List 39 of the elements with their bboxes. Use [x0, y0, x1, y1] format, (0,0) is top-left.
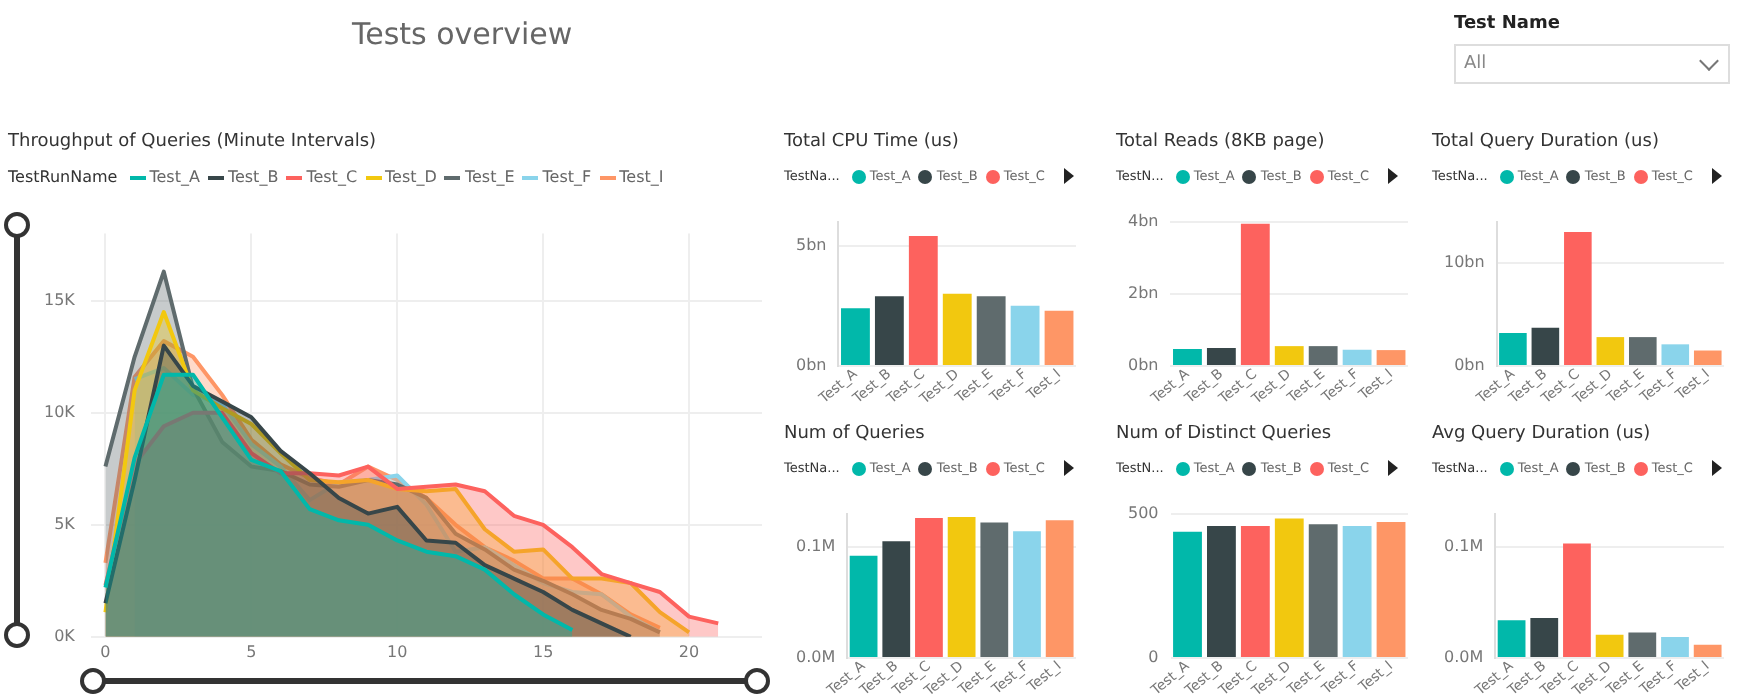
- chart-title: Num of Queries: [784, 424, 925, 444]
- x-tick-label: 0: [100, 642, 111, 661]
- x-tick-label: 15: [532, 642, 554, 661]
- legend-label: Test_F: [542, 168, 592, 186]
- text: Test Name: [1454, 14, 1560, 34]
- y-tick-label: 0.1M: [796, 537, 836, 556]
- legend-title: TestRunName: [8, 168, 118, 186]
- y-tick-label: 2bn: [1127, 283, 1159, 302]
- y-tick-label: 0bn: [795, 356, 827, 375]
- dropdown-field: All: [1454, 44, 1730, 84]
- x-tick-label: 20: [678, 642, 700, 661]
- y-tick-label: 4bn: [1127, 211, 1159, 230]
- y-tick-label: 0.0M: [796, 648, 836, 667]
- legend-label: Test_C: [306, 168, 358, 186]
- y-tick-label: 5bn: [795, 235, 827, 254]
- y-tick-label: 0.0M: [1444, 648, 1484, 667]
- y-tick-label: 0bn: [1127, 356, 1159, 375]
- y-tick-label: 0bn: [1454, 356, 1485, 375]
- legend-label: Test_I: [619, 168, 664, 186]
- x-tick-label: 10: [387, 642, 408, 661]
- y-tick-label: 10K: [43, 402, 77, 421]
- y-tick-label: 0K: [54, 626, 77, 645]
- chart-title: Throughput of Queries (Minute Intervals): [8, 132, 377, 152]
- legend-label: Test_A: [149, 168, 200, 186]
- chart-title: Total Query Duration (us): [1432, 132, 1659, 152]
- chart-title: Avg Query Duration (us): [1432, 424, 1651, 444]
- y-tick-label: 5K: [54, 514, 77, 533]
- chart-title: Num of Distinct Queries: [1116, 424, 1332, 444]
- chart-title: Total Reads (8KB page): [1116, 132, 1325, 152]
- y-tick-label: 0.1M: [1444, 537, 1484, 556]
- legend-label: Test_B: [227, 168, 279, 186]
- y-tick-label: 10bn: [1444, 253, 1485, 272]
- y-tick-label: 15K: [43, 290, 77, 309]
- legend-label: Test_E: [464, 168, 515, 186]
- x-tick-label: 5: [246, 642, 257, 661]
- legend-label: Test_D: [385, 168, 437, 186]
- y-tick-label: 500: [1127, 503, 1159, 522]
- chart-title: Total CPU Time (us): [784, 132, 959, 152]
- text: Tests overview: [352, 16, 573, 52]
